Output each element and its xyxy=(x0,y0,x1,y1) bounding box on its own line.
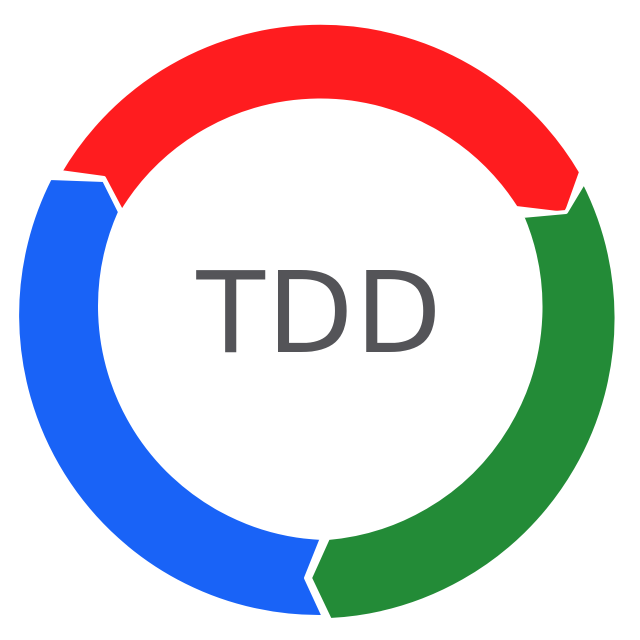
blue-arc-arrow xyxy=(15,176,326,620)
green-arc-arrow xyxy=(308,180,619,622)
red-arc-arrow xyxy=(58,20,583,216)
